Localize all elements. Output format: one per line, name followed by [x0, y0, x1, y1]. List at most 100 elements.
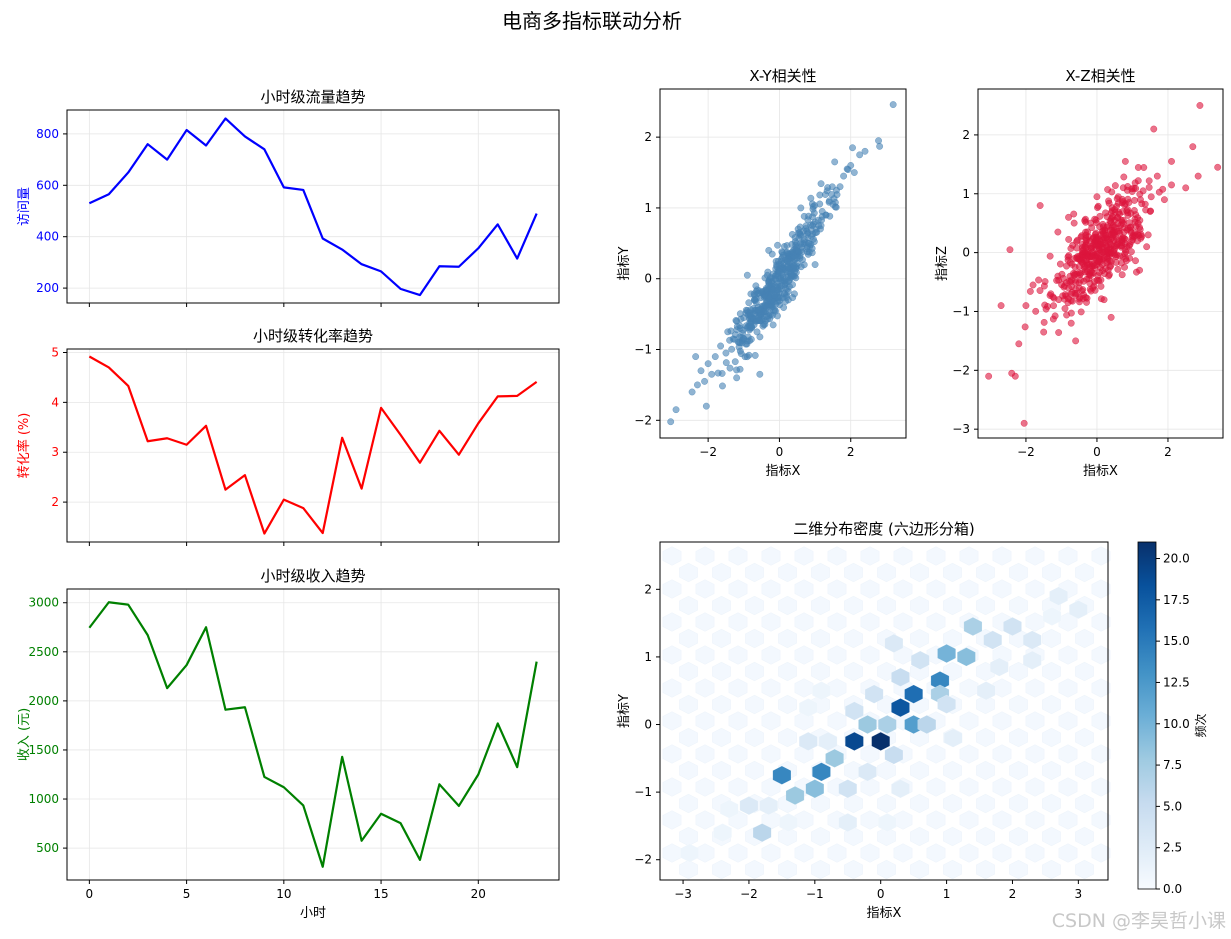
xz-point [1026, 287, 1034, 295]
hex-bin-empty [926, 843, 946, 863]
xz-point [1073, 254, 1081, 262]
hex-bin-empty [662, 645, 682, 665]
hex-bin [680, 843, 699, 863]
hex-x-tick-label: −2 [740, 887, 758, 901]
xy-point [788, 272, 796, 280]
xz-point [1132, 257, 1139, 265]
hex-bin-empty [1091, 777, 1111, 797]
hex-bin-empty [679, 727, 698, 748]
xy-point [807, 194, 815, 202]
xy-point [736, 365, 744, 373]
hex-bin-empty [844, 661, 863, 682]
hex-bin-empty [1075, 628, 1094, 649]
xy-point [739, 334, 747, 342]
xz-point [1082, 228, 1090, 236]
colorbar-tick-label: 5.0 [1163, 799, 1182, 813]
hex-bin-empty [695, 810, 715, 830]
xz-point [1145, 177, 1153, 185]
xy-point [831, 158, 839, 166]
hex-bin-empty [761, 843, 781, 863]
hex-bin-empty [745, 628, 764, 649]
hex-bin-empty [794, 612, 814, 632]
hex-bin-empty [728, 579, 748, 599]
xz-point [1120, 173, 1128, 181]
hex-bin-empty [893, 579, 913, 599]
hex-bin-empty [976, 694, 995, 715]
xz-point [1194, 172, 1202, 180]
hex-bin-empty [1009, 826, 1028, 847]
xz-point [1128, 185, 1136, 193]
hex-bin-empty [976, 760, 995, 781]
hex-bin-empty [1025, 579, 1045, 599]
xz-y-tick-label: 1 [962, 187, 970, 201]
xy-point [781, 280, 789, 288]
conversion-y-tick-label: 3 [51, 445, 59, 459]
hex-bin-empty [1058, 777, 1078, 797]
xz-point [1137, 231, 1145, 238]
colorbar-label: 频次 [1194, 713, 1208, 737]
xy-point [752, 299, 760, 307]
hex-bin-empty [827, 612, 847, 632]
xy-point [728, 345, 736, 353]
hex-bin-empty [794, 645, 814, 665]
hex-bin-empty [1009, 562, 1028, 583]
hex-bin-empty [1058, 546, 1078, 566]
hex-bin [877, 813, 897, 833]
hex-bin [891, 698, 910, 718]
revenue-chart: 0 5 10 15 20 500 1000 1500 2000 2500 3000 小时级收入趋势小时… [17, 567, 560, 921]
xz-point [1147, 193, 1155, 201]
hex-bin-empty [877, 826, 896, 847]
colorbar-tick-label: 7.5 [1163, 758, 1182, 772]
hex-bin [1049, 586, 1068, 606]
hex-bin [891, 667, 910, 687]
hex-x-tick-label: 2 [1009, 887, 1017, 901]
hex-bin-empty [1075, 826, 1094, 847]
hex-bin-empty [1058, 711, 1078, 731]
hex-bin [943, 728, 963, 748]
xy-point [797, 204, 805, 212]
xy-point [752, 282, 760, 290]
xz-point [1081, 217, 1089, 225]
hex-bin-empty [745, 727, 764, 748]
hex-bin-empty [910, 628, 929, 649]
hex-bin [798, 698, 818, 718]
hex-bin-empty [877, 661, 896, 682]
xz-point [1117, 259, 1125, 267]
xy-y-tick-label: 1 [644, 201, 652, 215]
hex-bin-empty [827, 843, 847, 863]
xy-point [743, 271, 751, 279]
hex-bin-empty [1091, 843, 1111, 863]
hex-bin-empty [910, 760, 929, 781]
xz-point [1119, 216, 1127, 224]
revenue-x-label: 小时 [300, 906, 326, 921]
xz-point [1088, 253, 1096, 261]
hex-bin-empty [1025, 711, 1045, 731]
hex-bin-empty [926, 744, 946, 764]
hex-bin-empty [778, 595, 797, 616]
xz-point [1055, 329, 1063, 336]
hex-bin-empty [1042, 793, 1061, 814]
hex-y-tick-label: −1 [634, 785, 652, 799]
xz-y-tick-label: 2 [962, 128, 970, 142]
hex-bin-empty [1091, 678, 1111, 698]
xz-point [1118, 235, 1126, 243]
xz-point [1056, 260, 1064, 268]
hex-bin [779, 813, 798, 833]
revenue-y-tick-label: 2500 [28, 645, 59, 659]
xy-point [761, 320, 769, 328]
xz-point [1107, 215, 1115, 223]
xz-point [1099, 267, 1106, 275]
hex-bin-empty [662, 810, 682, 830]
hex-bin-empty [811, 826, 830, 847]
hex-bin-empty [1058, 810, 1078, 830]
xy-point [780, 304, 788, 311]
xy-point [743, 324, 751, 332]
xy-point [804, 216, 812, 224]
hex-y-tick-label: 1 [644, 650, 652, 664]
hex-bin-empty [992, 777, 1012, 797]
revenue-x-tick-label: 0 [86, 887, 94, 901]
hex-bin-empty [893, 612, 913, 632]
hex-bin-empty [662, 777, 682, 797]
revenue-y-tick-label: 500 [36, 841, 59, 855]
